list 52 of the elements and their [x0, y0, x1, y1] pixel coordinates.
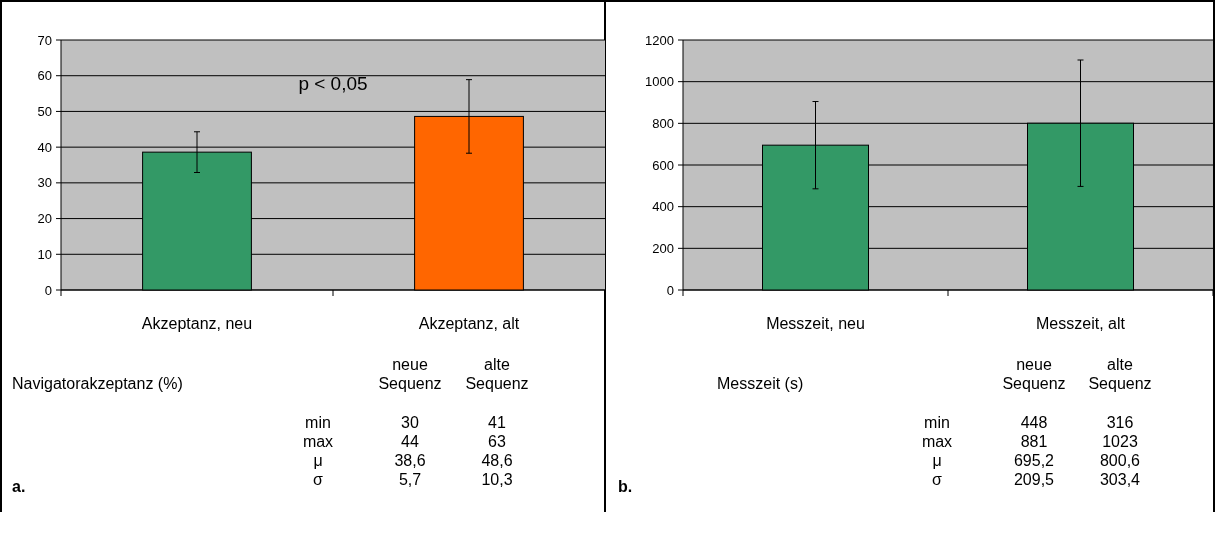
text: 44	[401, 433, 419, 450]
text: neue Sequenz	[378, 356, 442, 392]
y-tick-label: 200	[652, 240, 674, 256]
y-tick-label: 1000	[645, 74, 674, 90]
text: 881	[1020, 433, 1048, 450]
text: max	[302, 433, 334, 450]
text: 303,4	[1099, 471, 1141, 488]
text: b.	[618, 478, 633, 495]
text: 448	[1020, 414, 1048, 431]
text: 38,6	[394, 452, 426, 469]
annotation: p < 0,05	[298, 72, 368, 94]
text: 316	[1106, 414, 1134, 431]
text: σ	[313, 471, 324, 488]
text: σ	[932, 471, 943, 488]
y-tick-label: 0	[666, 282, 674, 298]
text: 41	[488, 414, 506, 431]
text: Messzeit (s)	[717, 375, 804, 392]
y-tick-label: 600	[652, 157, 674, 173]
y-tick-label: 10	[37, 246, 52, 262]
text: 30	[401, 414, 419, 431]
y-tick-label: 0	[44, 282, 52, 298]
y-tick-label: 20	[37, 211, 52, 227]
y-tick-label: 1200	[645, 32, 674, 48]
y-tick-label: 400	[652, 199, 674, 215]
text: alte Sequenz	[1088, 356, 1152, 392]
y-tick-label: 60	[37, 68, 52, 84]
text: 209,5	[1013, 471, 1055, 488]
y-tick-label: 30	[37, 175, 52, 191]
text: 10,3	[481, 471, 513, 488]
x-tick-label: Akzeptanz, alt	[418, 315, 520, 332]
text: 800,6	[1099, 452, 1141, 469]
y-tick-label: 70	[37, 32, 52, 48]
text: alte Sequenz	[465, 356, 529, 392]
text: 5,7	[398, 471, 422, 488]
x-tick-label: Messzeit, neu	[766, 315, 865, 332]
x-tick-label: Akzeptanz, neu	[141, 315, 253, 332]
text: 63	[488, 433, 506, 450]
text: max	[921, 433, 953, 450]
y-tick-label: 40	[37, 139, 52, 155]
text: μ	[932, 452, 942, 469]
y-tick-label: 800	[652, 115, 674, 131]
text: min	[924, 414, 950, 431]
text: neue Sequenz	[1002, 356, 1066, 392]
text: 695,2	[1013, 452, 1055, 469]
text: μ	[313, 452, 323, 469]
text: Navigatorakzeptanz (%)	[12, 375, 183, 392]
y-tick-label: 50	[37, 103, 52, 119]
text: min	[305, 414, 331, 431]
x-tick-label: Messzeit, alt	[1036, 315, 1126, 332]
text: 48,6	[481, 452, 513, 469]
text: 1023	[1102, 433, 1138, 450]
text: a.	[12, 478, 26, 495]
